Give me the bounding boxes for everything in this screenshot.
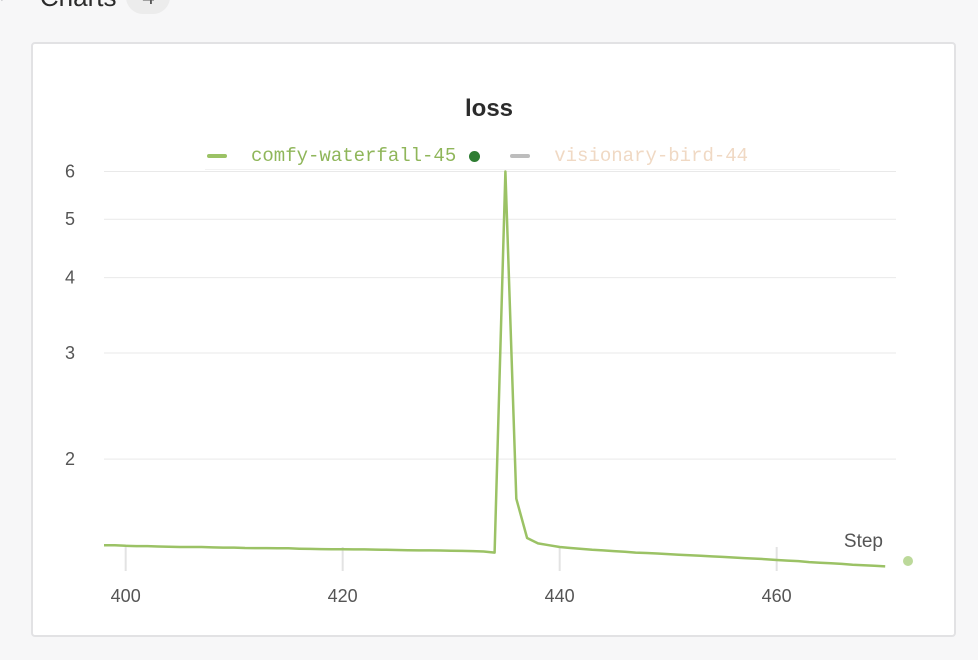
y-tick-label: 5 — [65, 209, 75, 229]
chevron-down-icon[interactable]: ▼ — [0, 0, 8, 4]
series-line-comfy-waterfall-45 — [104, 170, 886, 568]
legend-swatch-active — [207, 154, 227, 158]
y-tick-label: 4 — [65, 268, 75, 288]
chart-title: loss — [464, 95, 514, 122]
y-tick-label: 2 — [65, 449, 75, 469]
x-tick-label: 440 — [545, 586, 575, 606]
legend-swatch-inactive — [510, 154, 531, 158]
legend-label: visionary-bird-44 — [554, 145, 749, 167]
x-axis-label: Step — [844, 531, 883, 552]
legend-item-comfy-waterfall-45[interactable]: comfy-waterfall-45 — [207, 145, 510, 167]
legend-divider — [205, 169, 840, 170]
section-title: Charts — [40, 0, 117, 13]
legend-label: comfy-waterfall-45 — [251, 145, 457, 167]
x-tick-label: 460 — [762, 586, 792, 606]
legend-status-dot-icon — [469, 150, 481, 162]
y-tick-label: 3 — [65, 343, 75, 363]
x-tick-label: 420 — [328, 586, 358, 606]
y-tick-label: 6 — [65, 161, 75, 181]
series-end-point — [903, 556, 913, 566]
chart-panel — [31, 42, 956, 637]
legend-item-visionary-bird-44[interactable]: visionary-bird-44 — [510, 145, 748, 167]
chart-count-badge: 4 — [126, 0, 171, 14]
chart-legend: comfy-waterfall-45 visionary-bird-44 — [207, 143, 748, 169]
section-header[interactable]: ▼ Charts 4 — [0, 0, 171, 14]
x-tick-label: 400 — [111, 586, 141, 606]
